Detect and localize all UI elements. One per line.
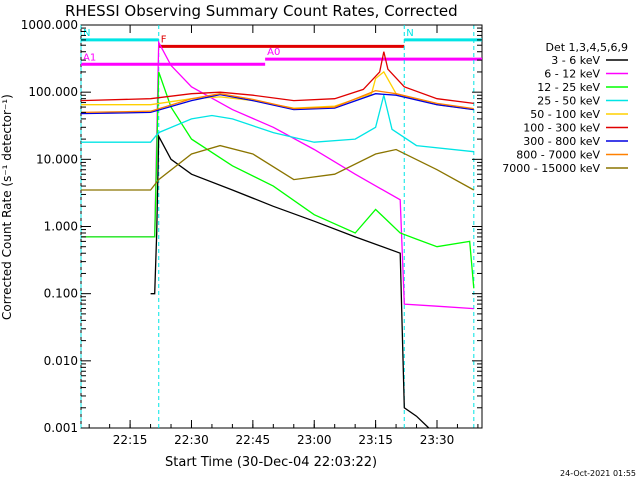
legend-label: 800 - 7000 keV (516, 149, 600, 162)
legend-label: 100 - 300 keV (523, 122, 600, 135)
series-line (80, 51, 474, 105)
y-axis: 0.001 0.010 0.100 1.000 10.000 100.000 1000.00… (21, 18, 482, 435)
y-tick-label: 1.000 (44, 220, 78, 234)
plot-area (80, 24, 483, 429)
x-tick-label: 23:30 (420, 433, 455, 447)
x-tick-label: 23:15 (358, 433, 393, 447)
flag-label: N (83, 28, 90, 39)
flag-label: F (161, 34, 167, 45)
plot-frame (80, 24, 483, 429)
y-tick-label: 0.100 (44, 287, 78, 301)
series-line (150, 133, 430, 429)
series-line (81, 71, 475, 289)
x-tick-label: 22:45 (236, 433, 271, 447)
legend-label: 12 - 25 keV (537, 81, 600, 94)
legend-label: 3 - 6 keV (551, 54, 600, 67)
date-stamp: 24-Oct-2021 01:55 (560, 469, 636, 478)
x-tick-label: 23:00 (297, 433, 332, 447)
series-line (81, 95, 474, 153)
flag-label: A0 (267, 47, 280, 58)
series-line (81, 144, 475, 191)
legend-label: 6 - 12 keV (544, 68, 600, 81)
flag-label: A1 (83, 52, 96, 63)
vertical-markers (80, 25, 475, 428)
legend-title: Det 1,3,4,5,6,9 (545, 41, 628, 54)
x-axis-label: Start Time (30-Dec-04 22:03:22) (165, 455, 377, 470)
y-tick-label: 0.001 (44, 421, 78, 435)
y-tick-label: 100.000 (28, 85, 78, 99)
y-tick-label: 10.000 (36, 152, 78, 166)
x-axis: 22:15 22:30 22:45 23:00 23:15 23:30 (88, 25, 479, 447)
y-tick-label: 1000.000 (21, 18, 78, 32)
flag-label: N (406, 28, 413, 39)
series-layer (80, 39, 475, 429)
legend-label: 50 - 100 keV (530, 108, 600, 121)
flag-bars: N N F A1 A0 (81, 28, 482, 66)
chart-title: RHESSI Observing Summary Count Rates, Co… (65, 2, 458, 20)
y-tick-label: 0.010 (44, 354, 78, 368)
y-axis-label: Corrected Count Rate (s⁻¹ detector⁻¹) (0, 94, 14, 320)
x-tick-label: 22:30 (174, 433, 209, 447)
legend-label: 25 - 50 keV (537, 95, 600, 108)
x-tick-label: 22:15 (113, 433, 148, 447)
legend-label: 300 - 800 keV (523, 135, 600, 148)
legend-label: 7000 - 15000 keV (502, 162, 600, 175)
series-line (80, 90, 474, 114)
series-line (81, 39, 474, 310)
series-line (80, 93, 474, 115)
